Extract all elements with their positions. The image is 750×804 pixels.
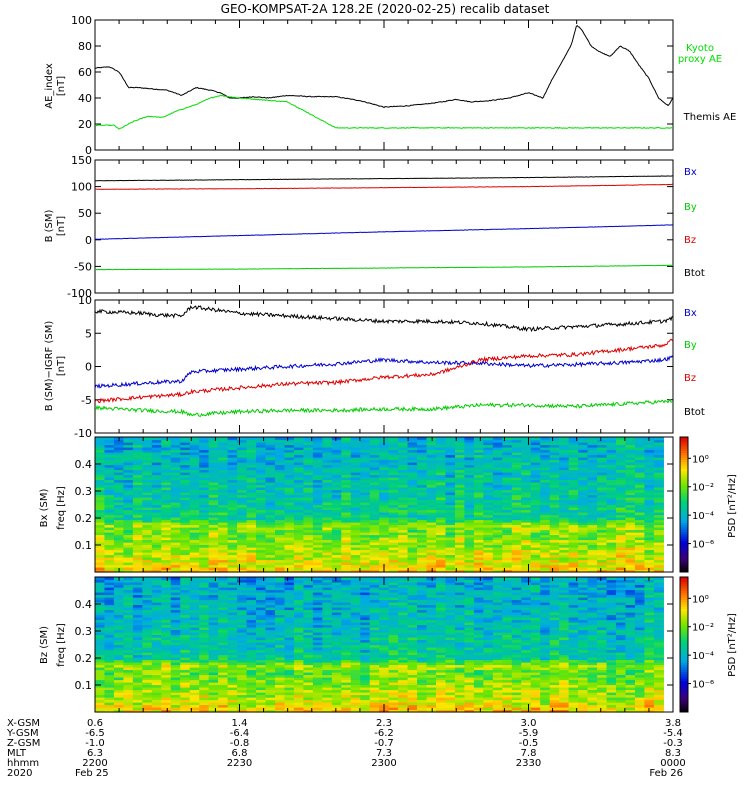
bsm-legend-bx: Bx: [684, 167, 697, 178]
colorbar-tick-label: 10⁰: [692, 454, 709, 465]
ae-legend-proxy: proxy AE: [678, 54, 722, 65]
bigrf-y-tick-label: -5: [81, 394, 92, 407]
ae-yunit: [nT]: [56, 76, 67, 96]
bsm-y-tick-label: -50: [74, 260, 92, 273]
ae-y-tick-label: 100: [71, 14, 92, 27]
colorbar-tick-label: 10⁻⁶: [692, 540, 714, 551]
colorbar-tick-label: 10⁻²: [692, 483, 714, 494]
bigrf-yunit: [nT]: [56, 356, 67, 376]
bxspec-heatmap: [95, 437, 664, 573]
ae-y-tick-label: 20: [78, 118, 92, 131]
bigrf-legend-by: By: [684, 340, 697, 351]
bsm-ylabel: B (SM): [44, 209, 55, 242]
bxspec-ylabel: Bx (SM): [39, 489, 50, 528]
bxspec-yunit: freq [Hz]: [56, 486, 67, 530]
bxspec-panel: Bx (SM) freq [Hz] 0.1 0.2 0.3 0.4 10⁰ 10⁻² 10…: [39, 437, 738, 573]
bigrf-y-tick-label: 0: [85, 361, 92, 374]
bsm-legend-by: By: [684, 202, 697, 213]
bzspec-panel: Bz (SM) freq [Hz] 0.10.20.30.4 10⁰10⁻²10…: [39, 577, 738, 713]
bxspec-tick-label: 0.1: [75, 539, 93, 552]
bsm-y-tick-label: 100: [71, 181, 92, 194]
bxspec-colorbar: [680, 437, 688, 573]
bsm-legend-bz: Bz: [684, 235, 696, 246]
bsm-y-tick-label: 0: [85, 234, 92, 247]
ae-legend-themis: Themis AE: [683, 112, 737, 123]
bzspec-heatmap: [95, 577, 664, 713]
bxspec-tick-label: 0.4: [75, 458, 93, 471]
bxspec-tick-label: 0.2: [75, 512, 93, 525]
bxspec-tick-label: 0.3: [75, 485, 93, 498]
bsm-legend-btot: Btot: [684, 268, 705, 279]
bsm-y-tick-label: 150: [71, 154, 92, 167]
ae-y-tick-label: 40: [78, 92, 92, 105]
ae-y-tick-label: 80: [78, 40, 92, 53]
bigrf-ylabel: B (SM)−IGRF (SM): [44, 321, 55, 412]
bigrf-y-tick-label: -10: [74, 427, 92, 440]
bxspec-colorbar-label: PSD [nT²/Hz]: [727, 474, 738, 538]
bigrf-legend-bz: Bz: [684, 373, 696, 384]
bigrf-y-tick-label: 5: [85, 327, 92, 340]
bsm-yunit: [nT]: [56, 216, 67, 236]
bigrf-legend-btot: Btot: [684, 407, 705, 418]
bigrf-legend-bx: Bx: [684, 308, 697, 319]
ae-y-tick-label: 60: [78, 66, 92, 79]
figure-title: GEO-KOMPSAT-2A 128.2E (2020-02-25) recal…: [221, 2, 550, 16]
ae-ylabel: AE_index: [44, 63, 55, 109]
colorbar-tick-label: 10⁻⁴: [692, 511, 714, 522]
ae-legend-kyoto: Kyoto: [686, 43, 714, 54]
bsm-y-tick-label: 50: [78, 207, 92, 220]
bigrf-y-tick-label: 10: [78, 294, 92, 307]
